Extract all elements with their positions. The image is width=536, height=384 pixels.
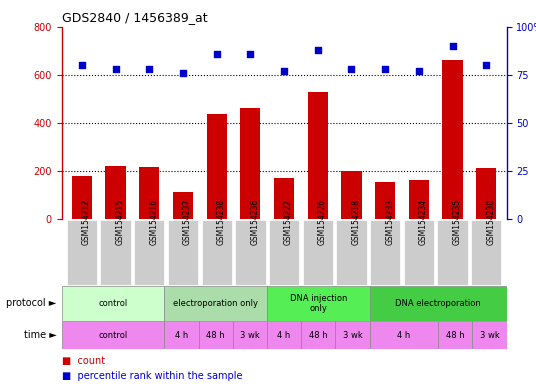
FancyBboxPatch shape [233,321,267,349]
Text: 48 h: 48 h [446,331,465,339]
Text: GSM154222: GSM154222 [284,199,293,245]
Text: GSM154226: GSM154226 [318,199,327,245]
FancyBboxPatch shape [472,321,507,349]
FancyBboxPatch shape [404,220,434,285]
Point [381,66,390,72]
Text: electroporation only: electroporation only [173,299,258,308]
Text: control: control [98,331,128,339]
Bar [476,169,496,219]
FancyBboxPatch shape [134,220,165,285]
FancyBboxPatch shape [336,321,370,349]
Bar [240,109,260,219]
Point [347,66,356,72]
Text: 4 h: 4 h [397,331,411,339]
Bar [341,171,362,219]
FancyBboxPatch shape [235,220,265,285]
Text: 3 wk: 3 wk [240,331,260,339]
Text: 4 h: 4 h [175,331,188,339]
Text: GSM154215: GSM154215 [116,199,124,245]
FancyBboxPatch shape [303,220,333,285]
Point [482,62,490,68]
FancyBboxPatch shape [301,321,336,349]
FancyBboxPatch shape [471,220,502,285]
Text: 3 wk: 3 wk [343,331,362,339]
FancyBboxPatch shape [370,220,400,285]
Point [448,43,457,49]
FancyBboxPatch shape [269,220,299,285]
FancyBboxPatch shape [202,220,232,285]
FancyBboxPatch shape [437,220,468,285]
FancyBboxPatch shape [62,286,165,321]
FancyBboxPatch shape [168,220,198,285]
Text: GDS2840 / 1456389_at: GDS2840 / 1456389_at [62,11,207,24]
Bar [375,182,395,219]
FancyBboxPatch shape [370,321,438,349]
FancyBboxPatch shape [438,321,472,349]
Text: GSM154237: GSM154237 [183,199,192,245]
Point [415,68,423,74]
Bar [409,180,429,219]
Text: DNA injection
only: DNA injection only [289,294,347,313]
FancyBboxPatch shape [267,286,370,321]
Text: GSM154238: GSM154238 [217,199,226,245]
Point [78,62,86,68]
Text: ■  percentile rank within the sample: ■ percentile rank within the sample [62,371,242,381]
Point [246,51,255,57]
Point [145,66,153,72]
FancyBboxPatch shape [336,220,367,285]
Bar [106,166,125,219]
FancyBboxPatch shape [370,286,507,321]
Text: GSM154218: GSM154218 [352,199,361,245]
Text: GSM154233: GSM154233 [385,199,394,245]
Text: GSM154235: GSM154235 [452,199,461,245]
Point [212,51,221,57]
Text: GSM154216: GSM154216 [149,199,158,245]
FancyBboxPatch shape [198,321,233,349]
Text: DNA electroporation: DNA electroporation [395,299,481,308]
Text: 3 wk: 3 wk [480,331,500,339]
FancyBboxPatch shape [165,321,198,349]
Text: protocol ►: protocol ► [6,298,56,308]
FancyBboxPatch shape [62,321,165,349]
Text: 48 h: 48 h [309,331,327,339]
Text: time ►: time ► [24,330,56,340]
FancyBboxPatch shape [66,220,97,285]
Text: 4 h: 4 h [278,331,291,339]
Text: ■  count: ■ count [62,356,105,366]
Bar [72,176,92,219]
FancyBboxPatch shape [267,321,301,349]
Bar [443,61,463,219]
Bar [173,192,193,219]
Text: 48 h: 48 h [206,331,225,339]
FancyBboxPatch shape [165,286,267,321]
Text: GSM154234: GSM154234 [419,199,428,245]
Text: GSM154236: GSM154236 [250,199,259,245]
Text: control: control [98,299,128,308]
Bar [206,114,227,219]
Bar [308,92,328,219]
Point [178,70,187,76]
Bar [274,178,294,219]
Point [314,47,322,53]
Point [111,66,120,72]
FancyBboxPatch shape [100,220,131,285]
Text: GSM154212: GSM154212 [82,199,91,245]
Bar [139,167,159,219]
Text: GSM154230: GSM154230 [486,199,495,245]
Point [280,68,288,74]
